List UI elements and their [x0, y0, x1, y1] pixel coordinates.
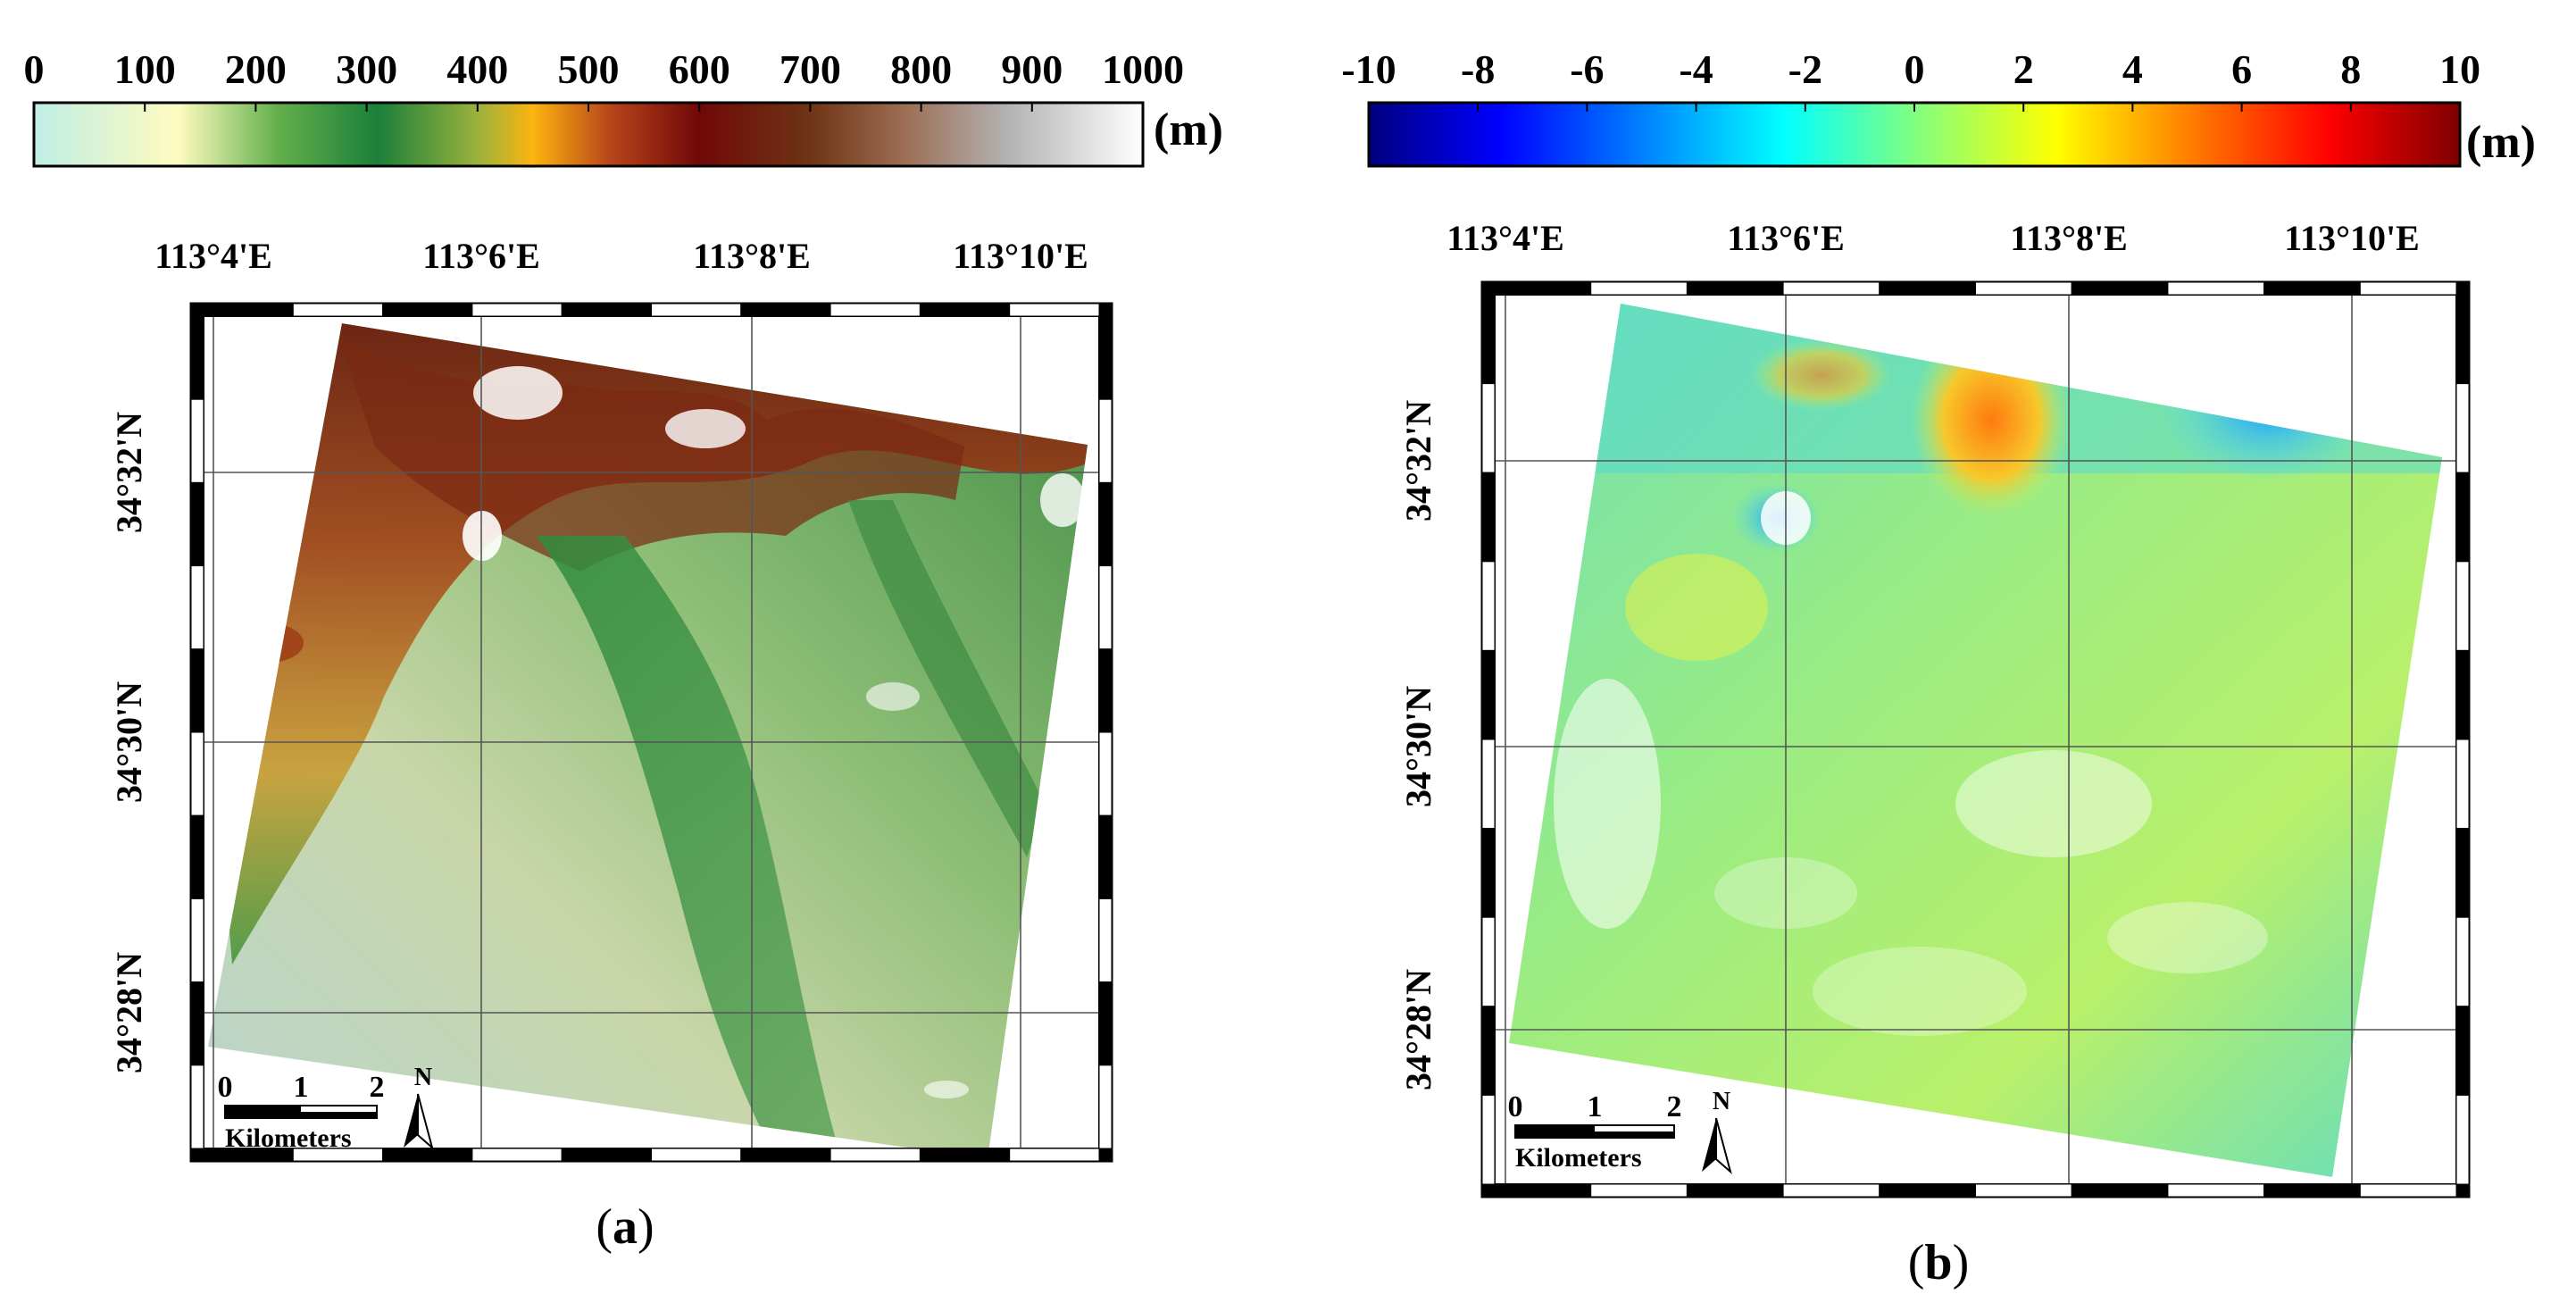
scale-bar-label: Kilometers: [225, 1123, 352, 1153]
longitude-label: 113°10'E: [953, 236, 1088, 276]
colorbar-b: -10 -8 -6 -4 -2 0 2 4 6 8 10 (m): [1341, 46, 2536, 168]
map-panel-a: 113°4'E 113°6'E 113°8'E 113°10'E 34°32'N 34°…: [109, 236, 1113, 1255]
colorbar-b-unit: (m): [2466, 117, 2536, 168]
map-frame-a: [189, 302, 1113, 1163]
scale-bar-tick-label: 0: [1508, 1090, 1523, 1123]
colorbar-tick-label: -4: [1679, 46, 1713, 92]
latitude-label: 34°32'N: [109, 412, 149, 533]
colorbar-tick-label: 6: [2231, 46, 2252, 92]
colorbar-tick-label: 4: [2122, 46, 2143, 92]
colorbar-tick-label: 2: [2013, 46, 2034, 92]
colorbar-tick-label: 0: [1905, 46, 1925, 92]
colorbar-tick-label: 200: [225, 46, 287, 92]
latitude-label: 34°28'N: [1398, 969, 1438, 1090]
scale-bar-tick-label: 1: [1588, 1090, 1603, 1123]
colorbar-b-ramp: [1367, 101, 2462, 168]
colorbar-tick-label: 600: [669, 46, 730, 92]
colorbar-tick-label: 0: [24, 46, 45, 92]
difference-raster: [1509, 304, 2442, 1177]
colorbar-tick-label: -2: [1788, 46, 1822, 92]
latitude-label: 34°28'N: [109, 952, 149, 1073]
colorbar-a: 0 100 200 300 400 500 600 700 800 900 1000 (m): [24, 46, 1223, 168]
scale-bar-tick-label: 1: [294, 1071, 309, 1104]
scale-bar-tick-label: 0: [218, 1071, 233, 1104]
colorbar-a-unit: (m): [1154, 104, 1223, 155]
colorbar-tick-label: 700: [779, 46, 841, 92]
dem-raster: [208, 323, 1088, 1159]
scale-bar-a: 0 1 2 Kilometers: [218, 1071, 385, 1153]
colorbar-tick-label: -8: [1461, 46, 1495, 92]
colorbar-tick-label: 300: [336, 46, 397, 92]
colorbar-tick-label: 900: [1001, 46, 1063, 92]
colorbar-tick-label: 400: [446, 46, 508, 92]
longitude-label: 113°6'E: [422, 236, 540, 276]
colorbar-a-ramp: [32, 101, 1145, 168]
longitude-label: 113°6'E: [1727, 218, 1845, 258]
scale-bar-tick-label: 2: [370, 1071, 385, 1104]
scale-bar-b: 0 1 2 Kilometers: [1508, 1090, 1682, 1173]
north-label: N: [414, 1064, 432, 1091]
scale-bar-label: Kilometers: [1515, 1143, 1642, 1173]
caption-b: (b): [1908, 1235, 1969, 1290]
colorbar-tick-label: 100: [114, 46, 176, 92]
longitude-label: 113°4'E: [1446, 218, 1564, 258]
latitude-label: 34°30'N: [109, 681, 149, 803]
latitude-label: 34°30'N: [1398, 686, 1438, 807]
caption-a: (a): [596, 1199, 654, 1255]
longitude-label: 113°4'E: [154, 236, 272, 276]
north-label: N: [1713, 1088, 1730, 1115]
colorbar-tick-label: 10: [2439, 46, 2480, 92]
colorbar-tick-label: -6: [1570, 46, 1604, 92]
map-panel-b: 113°4'E 113°6'E 113°8'E 113°10'E 34°32'N 34°…: [1398, 218, 2471, 1290]
colorbar-tick-label: 800: [890, 46, 952, 92]
colorbar-tick-label: 500: [558, 46, 620, 92]
colorbar-tick-label: 1000: [1102, 46, 1184, 92]
colorbar-tick-label: -10: [1341, 46, 1396, 92]
longitude-label: 113°8'E: [693, 236, 811, 276]
north-arrow-icon: N: [1702, 1088, 1732, 1174]
colorbar-tick-label: 8: [2340, 46, 2361, 92]
longitude-label: 113°10'E: [2284, 218, 2420, 258]
map-frame-b: [1480, 280, 2471, 1198]
north-arrow-icon: N: [404, 1064, 434, 1150]
scale-bar-tick-label: 2: [1667, 1090, 1682, 1123]
longitude-label: 113°8'E: [2010, 218, 2128, 258]
latitude-label: 34°32'N: [1398, 400, 1438, 522]
